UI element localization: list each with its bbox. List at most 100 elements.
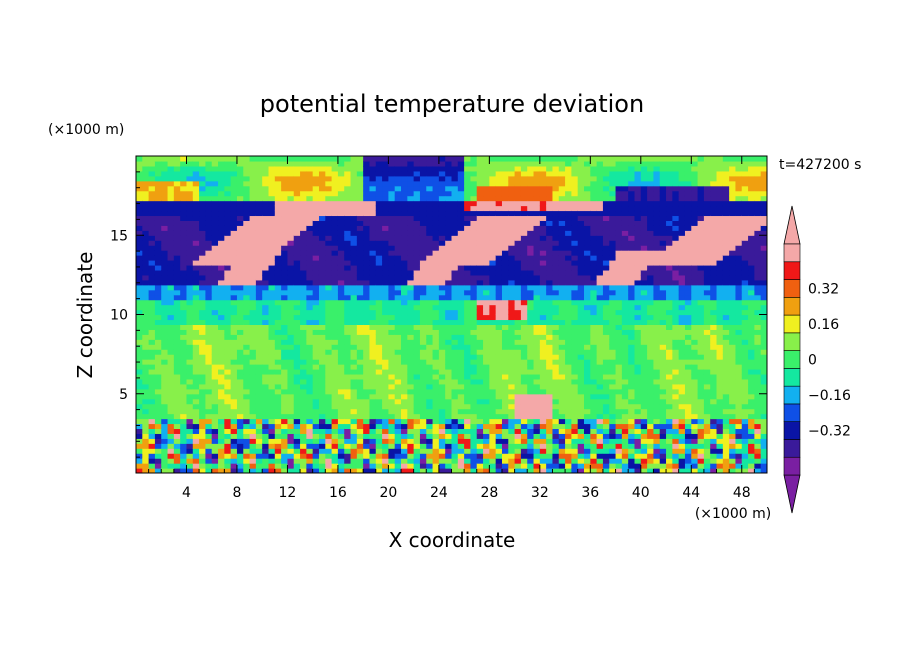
- field-cell: [382, 433, 389, 439]
- field-cell: [281, 393, 289, 400]
- field-cell: [142, 264, 150, 271]
- field-cell: [199, 205, 207, 212]
- field-cell: [161, 349, 169, 355]
- field-cell: [483, 334, 490, 340]
- field-cell: [167, 383, 175, 390]
- field-cell: [350, 438, 358, 444]
- field-cell: [142, 368, 150, 375]
- field-cell: [205, 160, 213, 167]
- field-cell: [186, 264, 194, 271]
- field-cell: [375, 398, 383, 405]
- field-cell: [476, 250, 484, 256]
- field-cell: [520, 274, 528, 281]
- field-cell: [426, 255, 434, 261]
- field-cell: [142, 215, 150, 221]
- field-cell: [262, 413, 270, 420]
- field-cell: [211, 329, 219, 335]
- field-cell: [527, 443, 535, 449]
- field-cell: [438, 210, 446, 217]
- field-cell: [249, 453, 257, 459]
- field-cell: [426, 230, 434, 236]
- field-cell: [394, 160, 402, 167]
- time-label: t=427200 s: [779, 157, 861, 173]
- field-cell: [369, 260, 377, 266]
- field-cell: [520, 225, 528, 231]
- field-cell: [489, 156, 497, 162]
- field-cell: [445, 165, 453, 172]
- field-cell: [325, 245, 333, 251]
- field-cell: [236, 160, 244, 167]
- field-cell: [584, 309, 591, 316]
- field-cell: [445, 260, 453, 266]
- field-cell: [413, 269, 421, 276]
- field-cell: [552, 225, 560, 231]
- field-cell: [312, 398, 320, 405]
- field-cell: [356, 349, 364, 355]
- field-cell: [401, 418, 408, 425]
- field-cell: [306, 180, 314, 187]
- field-cell: [211, 309, 219, 316]
- field-cell: [142, 354, 150, 360]
- field-cell: [609, 210, 617, 217]
- field-cell: [369, 458, 377, 464]
- field-cell: [596, 373, 604, 380]
- field-cell: [476, 269, 484, 276]
- field-cell: [281, 339, 289, 345]
- field-cell: [199, 378, 207, 385]
- field-cell: [552, 339, 560, 345]
- field-cell: [274, 334, 282, 340]
- field-cell: [312, 383, 320, 390]
- field-cell: [218, 418, 225, 425]
- field-cell: [249, 423, 257, 430]
- field-cell: [243, 339, 251, 345]
- field-cell: [243, 220, 251, 226]
- field-cell: [375, 428, 383, 434]
- field-cell: [356, 225, 364, 231]
- field-cell: [318, 240, 326, 246]
- field-cell: [186, 354, 194, 360]
- field-cell: [539, 319, 547, 325]
- field-cell: [432, 349, 440, 355]
- field-cell: [199, 235, 207, 241]
- field-cell: [577, 240, 585, 246]
- field-cell: [565, 314, 572, 321]
- field-cell: [318, 299, 326, 306]
- field-cell: [609, 180, 617, 187]
- field-cell: [590, 289, 598, 296]
- field-cell: [565, 269, 572, 276]
- field-cell: [615, 160, 623, 167]
- field-cell: [363, 393, 371, 400]
- field-cell: [262, 269, 270, 276]
- field-cell: [609, 160, 617, 167]
- field-cell: [224, 269, 232, 276]
- field-cell: [590, 388, 598, 395]
- field-cell: [243, 160, 251, 167]
- field-cell: [527, 220, 535, 226]
- field-cell: [514, 240, 522, 246]
- field-cell: [615, 289, 623, 296]
- field-cell: [413, 314, 421, 321]
- field-cell: [337, 245, 345, 251]
- field-cell: [318, 160, 326, 167]
- field-cell: [539, 418, 547, 425]
- field-cell: [457, 403, 465, 410]
- field-cell: [255, 309, 263, 316]
- field-cell: [363, 443, 371, 449]
- field-cell: [344, 160, 352, 167]
- field-cell: [192, 170, 200, 177]
- field-cell: [394, 255, 402, 261]
- field-cell: [533, 428, 541, 434]
- field-cell: [136, 195, 143, 202]
- field-cell: [224, 458, 232, 464]
- field-cell: [142, 388, 150, 395]
- field-cell: [218, 314, 225, 321]
- field-cell: [584, 284, 591, 291]
- field-cell: [483, 314, 490, 321]
- field-cell: [318, 269, 326, 276]
- field-cell: [167, 448, 175, 454]
- field-cell: [287, 210, 295, 217]
- field-cell: [558, 319, 566, 325]
- field-cell: [426, 250, 434, 256]
- field-cell: [318, 334, 326, 340]
- field-cell: [508, 245, 516, 251]
